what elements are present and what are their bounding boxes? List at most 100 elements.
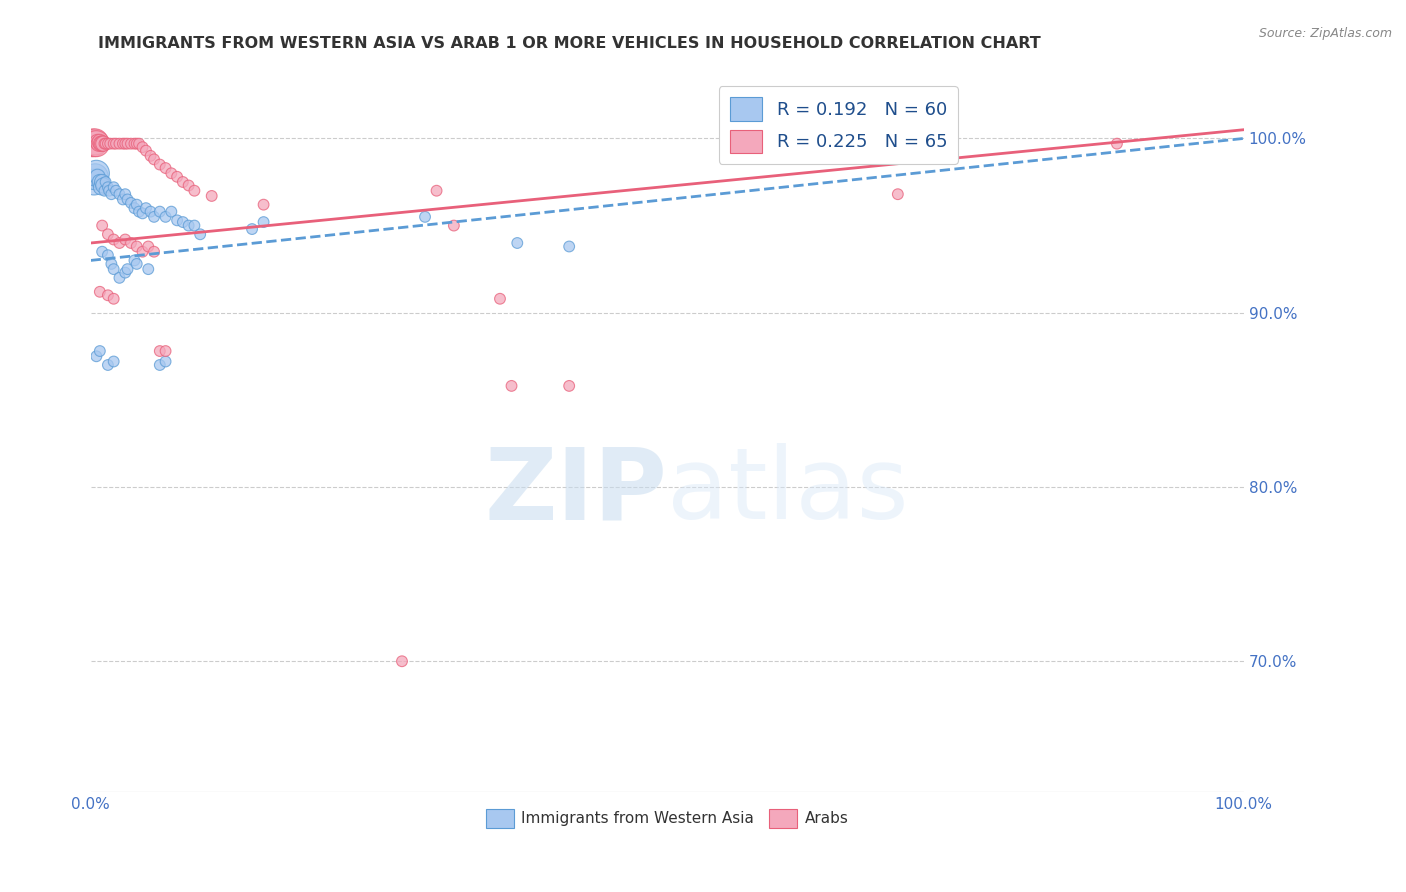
Point — [97, 248, 120, 262]
Point — [100, 187, 122, 202]
Point — [91, 175, 114, 189]
Point — [139, 149, 162, 163]
Point — [149, 158, 172, 172]
Point — [89, 285, 111, 299]
Point — [117, 193, 139, 207]
Point — [131, 244, 153, 259]
Text: atlas: atlas — [668, 443, 908, 541]
Point — [252, 215, 274, 229]
Point — [172, 215, 194, 229]
Point — [188, 227, 211, 242]
Point — [125, 257, 148, 271]
Point — [489, 292, 512, 306]
Point — [120, 195, 142, 210]
Point — [108, 270, 131, 285]
Point — [90, 180, 112, 194]
Point — [93, 136, 115, 151]
Point — [506, 235, 529, 250]
Point — [111, 193, 134, 207]
Point — [86, 169, 108, 184]
Point — [86, 136, 108, 151]
Point — [108, 235, 131, 250]
Point — [83, 175, 105, 189]
Point — [114, 136, 136, 151]
Point — [166, 169, 188, 184]
Point — [89, 175, 111, 189]
Point — [120, 136, 142, 151]
Point — [1105, 136, 1128, 151]
Point — [135, 201, 157, 215]
Point — [139, 204, 162, 219]
Point — [240, 222, 263, 236]
Point — [131, 140, 153, 154]
Point — [172, 175, 194, 189]
Point — [103, 354, 125, 368]
Point — [89, 344, 111, 359]
Point — [125, 136, 148, 151]
Point — [391, 654, 413, 668]
Point — [136, 239, 159, 253]
Point — [149, 204, 172, 219]
Text: Source: ZipAtlas.com: Source: ZipAtlas.com — [1258, 27, 1392, 40]
Point — [108, 136, 131, 151]
Point — [124, 201, 146, 215]
Point — [131, 206, 153, 220]
Point — [128, 204, 150, 219]
Point — [149, 358, 172, 372]
Point — [89, 135, 111, 149]
Point — [887, 187, 910, 202]
Point — [160, 204, 183, 219]
Point — [91, 136, 114, 151]
Point — [98, 184, 121, 198]
Point — [183, 184, 205, 198]
Point — [111, 136, 134, 151]
Point — [86, 166, 108, 180]
Point — [90, 136, 112, 151]
Point — [83, 136, 105, 151]
Point — [97, 180, 120, 194]
Point — [103, 233, 125, 247]
Point — [91, 136, 114, 151]
Point — [252, 197, 274, 211]
Point — [160, 166, 183, 180]
Point — [426, 184, 449, 198]
Point — [86, 135, 108, 149]
Point — [558, 379, 581, 393]
Point — [97, 136, 120, 151]
Point — [104, 136, 127, 151]
Point — [103, 136, 125, 151]
Point — [117, 136, 139, 151]
Point — [177, 178, 200, 193]
Text: ZIP: ZIP — [484, 443, 668, 541]
Point — [155, 161, 177, 175]
Point — [558, 239, 581, 253]
Point — [84, 169, 107, 184]
Text: IMMIGRANTS FROM WESTERN ASIA VS ARAB 1 OR MORE VEHICLES IN HOUSEHOLD CORRELATION: IMMIGRANTS FROM WESTERN ASIA VS ARAB 1 O… — [98, 36, 1042, 51]
Point — [103, 180, 125, 194]
Point — [125, 197, 148, 211]
Point — [100, 257, 122, 271]
Point — [155, 210, 177, 224]
Point — [80, 136, 103, 151]
Point — [124, 253, 146, 268]
Point — [114, 187, 136, 202]
Point — [97, 288, 120, 302]
Point — [155, 344, 177, 359]
Point — [94, 136, 117, 151]
Point — [103, 292, 125, 306]
Point — [501, 379, 523, 393]
Point — [91, 244, 114, 259]
Point — [87, 136, 110, 151]
Point — [125, 239, 148, 253]
Point — [143, 210, 166, 224]
Point — [98, 136, 121, 151]
Point — [166, 213, 188, 227]
Point — [177, 219, 200, 233]
Point — [183, 219, 205, 233]
Point — [120, 235, 142, 250]
Legend: Immigrants from Western Asia, Arabs: Immigrants from Western Asia, Arabs — [479, 803, 855, 834]
Point — [114, 233, 136, 247]
Point — [82, 135, 104, 149]
Point — [155, 354, 177, 368]
Point — [143, 244, 166, 259]
